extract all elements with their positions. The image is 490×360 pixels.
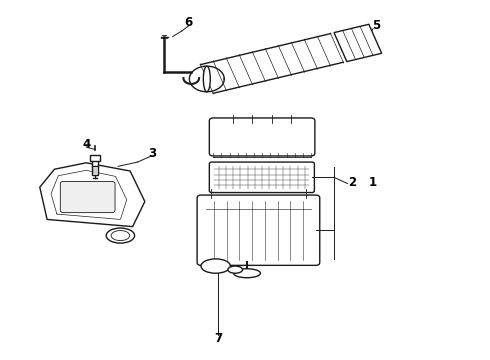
FancyBboxPatch shape bbox=[209, 118, 315, 156]
Ellipse shape bbox=[203, 66, 210, 92]
Text: 3: 3 bbox=[148, 147, 156, 159]
FancyBboxPatch shape bbox=[92, 156, 98, 167]
Text: 1: 1 bbox=[369, 176, 377, 189]
Text: 2: 2 bbox=[348, 176, 357, 189]
FancyBboxPatch shape bbox=[209, 162, 315, 193]
Ellipse shape bbox=[201, 259, 230, 273]
Text: 7: 7 bbox=[214, 332, 222, 345]
FancyBboxPatch shape bbox=[60, 181, 115, 213]
Polygon shape bbox=[40, 163, 145, 226]
Text: 5: 5 bbox=[372, 19, 380, 32]
Ellipse shape bbox=[111, 230, 130, 240]
Ellipse shape bbox=[234, 269, 260, 278]
Text: 4: 4 bbox=[82, 138, 90, 150]
Ellipse shape bbox=[106, 228, 135, 243]
FancyBboxPatch shape bbox=[197, 195, 320, 265]
FancyBboxPatch shape bbox=[90, 155, 100, 161]
FancyBboxPatch shape bbox=[92, 166, 98, 175]
Ellipse shape bbox=[228, 266, 243, 273]
Text: 6: 6 bbox=[185, 17, 193, 30]
Polygon shape bbox=[334, 24, 382, 62]
